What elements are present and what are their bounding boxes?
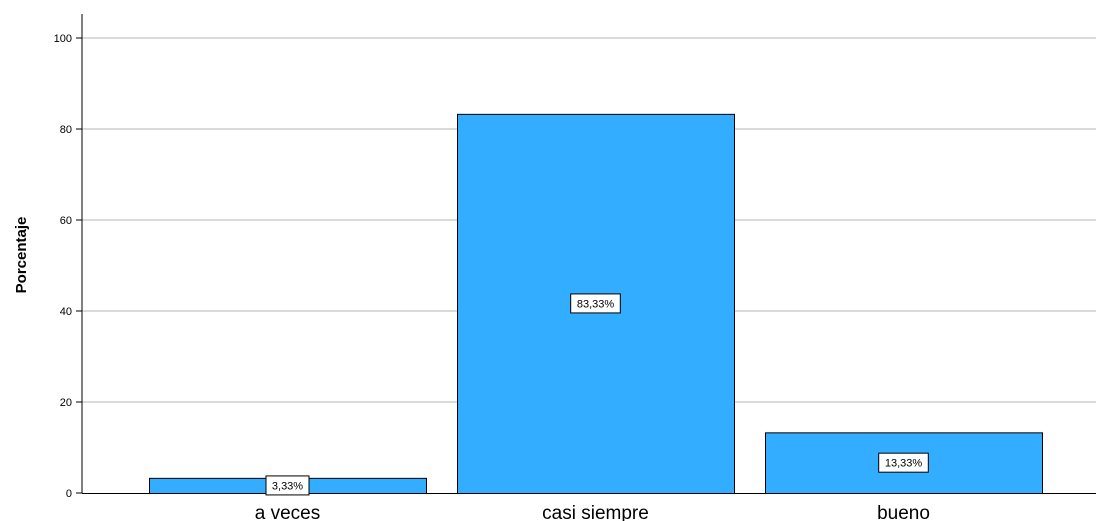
y-tick-label: 60	[60, 215, 72, 227]
y-axis-title: Porcentaje	[13, 217, 30, 294]
data-label: 3,33%	[272, 480, 303, 492]
x-category-label: bueno	[877, 503, 930, 521]
y-tick-labels: 0 20 40 60 80 100	[54, 33, 82, 500]
x-category-label: a veces	[255, 503, 320, 521]
y-tick-label: 40	[60, 306, 72, 318]
data-label: 13,33%	[885, 458, 923, 470]
data-label-box	[265, 475, 310, 496]
y-tick-label: 0	[66, 488, 72, 500]
y-tick-label: 100	[54, 33, 72, 45]
y-tick-label: 80	[60, 124, 72, 136]
data-label-box	[570, 293, 621, 314]
axes	[81, 14, 1096, 494]
data-labels: 3,33% 83,33% 13,33%	[265, 293, 929, 496]
data-label: 83,33%	[577, 298, 615, 310]
x-category-label: casi siempre	[542, 503, 649, 521]
category-labels: a veces casi siempre bueno	[255, 503, 930, 521]
data-label-box	[878, 452, 929, 473]
y-tick-label: 20	[60, 397, 72, 409]
